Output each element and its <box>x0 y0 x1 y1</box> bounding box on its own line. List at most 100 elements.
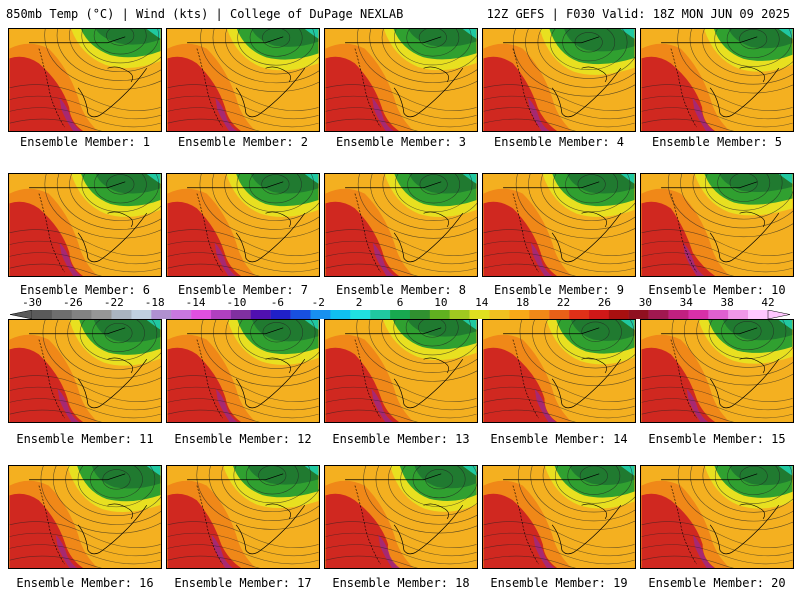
colorbar-swatch <box>370 310 391 319</box>
ensemble-member-label: Ensemble Member: 15 <box>648 432 786 446</box>
colorbar-swatch <box>648 310 669 319</box>
colorbar-swatch <box>728 310 749 319</box>
colorbar-tick-label: 26 <box>597 296 612 309</box>
colorbar-swatch <box>529 310 550 319</box>
colorbar-tick-label: -10 <box>226 296 247 309</box>
colorbar-tick-label: -30 <box>22 296 42 309</box>
ensemble-member-label: Ensemble Member: 12 <box>174 432 312 446</box>
ensemble-member-label: Ensemble Member: 7 <box>177 283 309 297</box>
colorbar-swatch <box>191 310 212 319</box>
ensemble-member-map-1 <box>8 28 162 132</box>
colorbar-swatch <box>588 310 610 319</box>
colorbar-swatch <box>131 310 152 319</box>
colorbar-swatch <box>429 310 450 319</box>
colorbar-swatch <box>171 310 192 319</box>
ensemble-member-map-20 <box>640 465 794 569</box>
ensemble-member-label: Ensemble Member: 19 <box>490 576 628 590</box>
ensemble-member-map-6 <box>8 173 162 277</box>
colorbar: -30 -26 -22 -18 -14 -10 -6 -2 2 6 10 14 18 22 26 30 34 38… <box>10 297 790 323</box>
colorbar-swatch <box>748 310 769 319</box>
colorbar-swatch <box>32 310 53 319</box>
colorbar-swatch <box>469 310 490 319</box>
ensemble-member-map-14 <box>482 319 636 423</box>
colorbar-ticks: -30 -26 -22 -18 -14 -10 -6 -2 2 6 10 14 18 22 26 30 34 38… <box>10 297 790 309</box>
ensemble-member-label: Ensemble Member: 17 <box>174 576 312 590</box>
ensemble-member-map-5 <box>640 28 794 132</box>
colorbar-tick-label: 14 <box>475 296 489 309</box>
colorbar-tick-label: 42 <box>761 296 775 309</box>
colorbar-swatch <box>390 310 411 319</box>
ensemble-member-label: Ensemble Member: 10 <box>648 283 786 297</box>
ensemble-member-label: Ensemble Member: 13 <box>332 432 470 446</box>
colorbar-tick-label: -6 <box>270 296 284 309</box>
colorbar-tick-label: 10 <box>434 296 448 309</box>
colorbar-swatch <box>489 310 510 319</box>
colorbar-tick-label: 30 <box>638 296 652 309</box>
colorbar-swatch <box>449 310 470 319</box>
ensemble-member-label: Ensemble Member: 9 <box>493 283 625 297</box>
colorbar-tick-label: 34 <box>679 296 693 309</box>
ensemble-member-label: Ensemble Member: 5 <box>651 135 783 149</box>
colorbar-swatch <box>111 310 132 319</box>
ensemble-member-label: Ensemble Member: 16 <box>16 576 154 590</box>
colorbar-tick-label: -18 <box>144 296 165 309</box>
colorbar-swatch <box>151 310 172 319</box>
ensemble-member-map-7 <box>166 173 320 277</box>
colorbar-swatch <box>330 310 351 319</box>
ensemble-member-label: Ensemble Member: 4 <box>493 135 625 149</box>
colorbar-tick-label: 18 <box>516 296 530 309</box>
colorbar-swatch <box>290 310 311 319</box>
colorbar-tick-label: 38 <box>720 296 734 309</box>
ensemble-member-label: Ensemble Member: 2 <box>177 135 309 149</box>
chart-title: 850mb Temp (°C) | Wind (kts) | College o… <box>6 7 404 21</box>
ensemble-member-map-15 <box>640 319 794 423</box>
ensemble-member-map-4 <box>482 28 636 132</box>
ensemble-member-label: Ensemble Member: 1 <box>19 135 151 149</box>
ensemble-member-label: Ensemble Member: 18 <box>332 576 470 590</box>
colorbar-swatch <box>51 310 72 319</box>
colorbar-tick-label: 6 <box>396 296 404 309</box>
ensemble-member-label: Ensemble Member: 3 <box>335 135 467 149</box>
ensemble-member-label: Ensemble Member: 6 <box>19 283 151 297</box>
colorbar-swatch <box>668 310 689 319</box>
ensemble-member-map-12 <box>166 319 320 423</box>
ensemble-member-map-17 <box>166 465 320 569</box>
colorbar-swatch <box>569 310 590 319</box>
ensemble-member-map-3 <box>324 28 478 132</box>
colorbar-tick-label: 2 <box>355 296 363 309</box>
ensemble-member-map-2 <box>166 28 320 132</box>
ensemble-member-label: Ensemble Member: 14 <box>490 432 628 446</box>
colorbar-swatch <box>608 310 629 319</box>
colorbar-swatch <box>71 310 92 319</box>
colorbar-swatch <box>628 310 649 319</box>
ensemble-member-map-10 <box>640 173 794 277</box>
colorbar-swatch <box>708 310 729 319</box>
ensemble-member-map-18 <box>324 465 478 569</box>
colorbar-swatch <box>549 310 570 319</box>
ensemble-member-label: Ensemble Member: 8 <box>335 283 467 297</box>
colorbar-strip <box>10 310 790 319</box>
colorbar-swatch <box>509 310 530 319</box>
colorbar-swatch <box>350 310 371 319</box>
colorbar-tick-label: -26 <box>62 296 83 309</box>
ensemble-member-map-19 <box>482 465 636 569</box>
ensemble-member-map-8 <box>324 173 478 277</box>
ensemble-member-map-13 <box>324 319 478 423</box>
colorbar-swatch <box>688 310 709 319</box>
colorbar-low-arrow <box>10 310 33 319</box>
ensemble-member-map-9 <box>482 173 636 277</box>
colorbar-swatch <box>91 310 112 319</box>
colorbar-swatch <box>211 310 232 319</box>
model-run-info: 12Z GEFS | F030 Valid: 18Z MON JUN 09 20… <box>486 7 790 21</box>
colorbar-tick-label: 22 <box>556 296 571 309</box>
ensemble-member-map-16 <box>8 465 162 569</box>
ensemble-member-label: Ensemble Member: 11 <box>16 432 154 446</box>
colorbar-tick-label: -22 <box>103 296 124 309</box>
colorbar-swatch <box>270 310 291 319</box>
colorbar-swatch <box>409 310 431 319</box>
ensemble-member-map-11 <box>8 319 162 423</box>
colorbar-swatch <box>230 310 252 319</box>
colorbar-swatch <box>310 310 331 319</box>
colorbar-tick-label: -14 <box>185 296 206 309</box>
colorbar-swatch <box>250 310 271 319</box>
